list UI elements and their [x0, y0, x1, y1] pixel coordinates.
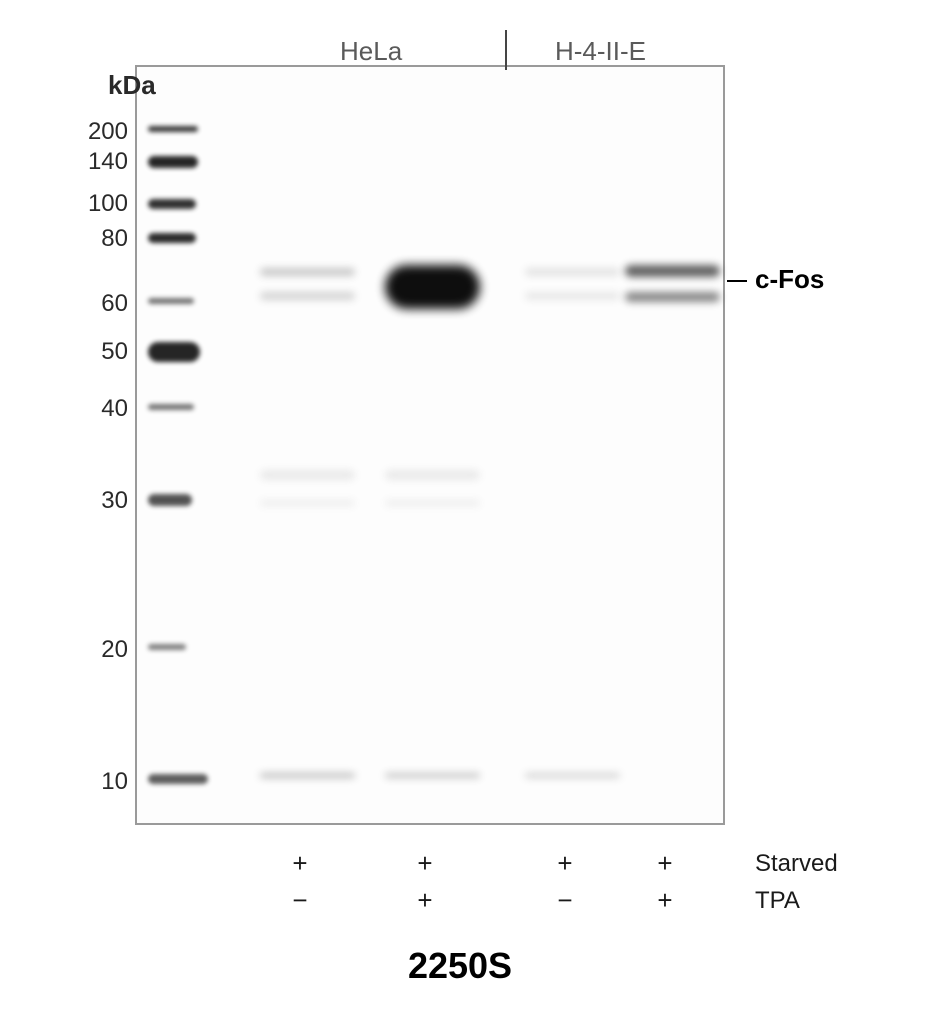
mw-label: 60: [0, 290, 128, 318]
ladder-band: [148, 233, 196, 243]
cell-line-label: HeLa: [340, 36, 402, 67]
treatment-row-label: TPA: [755, 887, 800, 915]
ladder-band: [148, 342, 200, 362]
mw-label: 200: [0, 118, 128, 146]
ladder-band: [148, 404, 194, 410]
mw-label: 30: [0, 487, 128, 515]
sample-band: [625, 265, 720, 277]
mw-label: 50: [0, 338, 128, 366]
ladder-band: [148, 156, 198, 168]
mw-label: 40: [0, 395, 128, 423]
sample-band: [260, 773, 355, 778]
treatment-symbol: +: [645, 885, 685, 916]
sample-band: [385, 470, 480, 480]
ladder-band: [148, 494, 192, 506]
treatment-row-label: Starved: [755, 850, 838, 878]
treatment-symbol: +: [545, 848, 585, 879]
treatment-symbol: +: [405, 848, 445, 879]
ladder-band: [148, 199, 196, 209]
sample-band: [625, 292, 720, 302]
sample-band: [260, 292, 355, 300]
blot-frame: [135, 65, 725, 825]
mw-label: 80: [0, 225, 128, 253]
sample-band: [260, 470, 355, 480]
sample-band: [260, 500, 355, 506]
sample-band: [385, 773, 480, 778]
ladder-band: [148, 126, 198, 132]
treatment-symbol: +: [405, 885, 445, 916]
product-id-label: 2250S: [300, 945, 620, 987]
sample-band: [525, 773, 620, 778]
sample-band: [385, 500, 480, 506]
mw-label: 100: [0, 190, 128, 218]
figure-container: kDa HeLa H-4-II-E 200140 100 80 60 50 40 30 20 10…: [0, 0, 935, 1024]
target-band-label: c-Fos: [755, 264, 824, 295]
cell-line-label: H-4-II-E: [555, 36, 646, 67]
ladder-band: [148, 774, 208, 784]
mw-label: 140: [0, 148, 128, 176]
sample-band: [260, 268, 355, 276]
treatment-symbol: −: [280, 885, 320, 916]
treatment-symbol: −: [545, 885, 585, 916]
mw-label: 20: [0, 636, 128, 664]
mw-label: 10: [0, 768, 128, 796]
kda-unit-label: kDa: [108, 70, 156, 101]
sample-band: [385, 265, 480, 309]
ladder-band: [148, 298, 194, 304]
sample-band: [525, 268, 620, 276]
treatment-symbol: +: [645, 848, 685, 879]
sample-band: [525, 292, 620, 300]
ladder-band: [148, 644, 186, 650]
treatment-symbol: +: [280, 848, 320, 879]
band-pointer-line: [727, 280, 747, 282]
header-divider: [505, 30, 507, 70]
